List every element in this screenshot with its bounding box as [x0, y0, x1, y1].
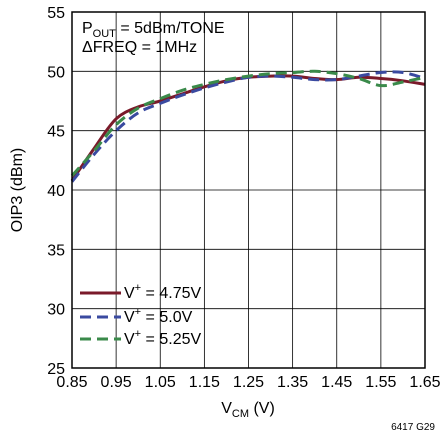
x-tick-label: 0.95 — [101, 374, 132, 391]
y-tick-label: 30 — [47, 302, 65, 319]
x-tick-label: 1.45 — [321, 374, 352, 391]
y-tick-label: 45 — [47, 124, 65, 141]
series-line — [70, 69, 426, 177]
x-tick-label: 1.65 — [409, 374, 440, 391]
figure-id: 6417 G29 — [391, 422, 435, 433]
x-tick-labels: 0.85 0.95 1.05 1.15 1.25 1.35 1.45 1.55 1.65 — [56, 374, 440, 391]
grid — [71, 11, 426, 369]
x-tick-label: 1.35 — [277, 374, 308, 391]
y-tick-label: 35 — [47, 242, 65, 259]
legend-label: V+ = 4.75V — [124, 282, 201, 302]
y-tick-labels: 25 30 35 40 45 50 55 — [47, 5, 65, 378]
legend: V+ = 4.75V V+ = 5.0VV+ = 5.25V — [80, 282, 201, 348]
annotation-delta-freq: ΔFREQ = 1MHz — [82, 39, 197, 56]
plot-frame — [71, 11, 426, 369]
y-tick-label: 25 — [47, 361, 65, 378]
x-tick-label: 1.15 — [189, 374, 220, 391]
y-axis-title: OIP3 (dBm) — [9, 148, 26, 232]
series-lines — [70, 69, 426, 183]
annotation-pout: POUT = 5dBm/TONE — [82, 20, 225, 40]
x-axis-title: VCM (V) — [221, 400, 275, 420]
y-tick-label: 55 — [47, 5, 65, 22]
x-tick-label: 0.85 — [56, 374, 87, 391]
x-tick-label: 1.55 — [365, 374, 396, 391]
y-tick-label: 50 — [47, 64, 65, 81]
legend-label: V+ = 5.25V — [124, 328, 201, 348]
legend-label: V+ = 5.0V — [124, 306, 193, 326]
x-tick-label: 1.05 — [145, 374, 176, 391]
x-tick-label: 1.25 — [233, 374, 264, 391]
y-tick-label: 40 — [47, 183, 65, 200]
